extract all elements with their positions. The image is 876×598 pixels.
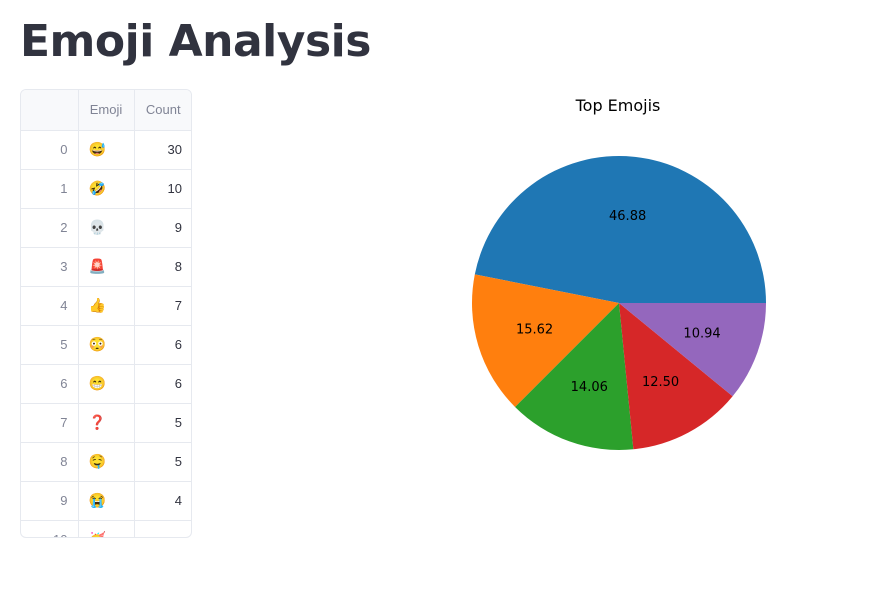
emoji-cell: 👍 — [78, 286, 135, 326]
emoji-cell: 🤤 — [78, 442, 135, 482]
count-cell: 5 — [134, 442, 191, 482]
emoji-cell: 😅 — [78, 130, 135, 170]
pie-slice-label: 14.06 — [571, 380, 608, 395]
table-row[interactable]: 1 🤣 10 — [21, 169, 191, 209]
chart-title: Top Emojis — [575, 96, 661, 115]
emoji-cell: ❓ — [78, 403, 135, 443]
table-row[interactable]: 8 🤤 5 — [21, 442, 191, 482]
count-cell: 8 — [134, 247, 191, 287]
table-row[interactable]: 6 😁 6 — [21, 364, 191, 404]
emoji-cell: 🚨 — [78, 247, 135, 287]
row-index-cell: 6 — [21, 364, 79, 404]
pie-slice-label: 46.88 — [609, 209, 646, 224]
row-index-cell: 5 — [21, 325, 79, 365]
table-row[interactable]: 3 🚨 8 — [21, 247, 191, 287]
row-index-cell: 2 — [21, 208, 79, 248]
table-row[interactable]: 9 😭 4 — [21, 481, 191, 521]
count-cell: 9 — [134, 208, 191, 248]
table-row[interactable]: 2 💀 9 — [21, 208, 191, 248]
emoji-cell: 😭 — [78, 481, 135, 521]
count-cell: 10 — [134, 169, 191, 209]
table-header-row: Emoji Count — [21, 90, 191, 131]
emoji-cell: 🤣 — [78, 169, 135, 209]
emoji-column-header[interactable]: Emoji — [78, 90, 135, 131]
pie-chart: Top Emojis 46.88 15.62 14.06 12.50 10.94 — [420, 80, 840, 480]
pie-slice — [474, 156, 766, 303]
count-cell — [134, 520, 191, 537]
pie-slice-label: 12.50 — [642, 375, 679, 390]
count-cell: 7 — [134, 286, 191, 326]
row-index-cell: 4 — [21, 286, 79, 326]
row-index-cell: 10 — [21, 520, 79, 537]
pie-slice — [515, 303, 634, 450]
emoji-cell: 😁 — [78, 364, 135, 404]
pie-slice-label: 15.62 — [516, 323, 553, 338]
table-row[interactable]: 5 😳 6 — [21, 325, 191, 365]
emoji-table[interactable]: Emoji Count 0 😅 30 1 🤣 10 2 💀 9 3 🚨 8 4 👍 7 5 😳 6 6 😁 6 7 ❓ 5 8 🤤… — [20, 89, 192, 538]
count-cell: 4 — [134, 481, 191, 521]
count-cell: 5 — [134, 403, 191, 443]
count-cell: 6 — [134, 325, 191, 365]
pie-slice — [619, 303, 766, 397]
row-index-cell: 1 — [21, 169, 79, 209]
row-index-cell: 0 — [21, 130, 79, 170]
index-column-header[interactable] — [21, 90, 79, 131]
emoji-cell: 💀 — [78, 208, 135, 248]
emoji-cell: 😳 — [78, 325, 135, 365]
emoji-cell: 🥳 — [78, 520, 135, 537]
row-index-cell: 7 — [21, 403, 79, 443]
pie-slice — [472, 274, 619, 407]
row-index-cell: 3 — [21, 247, 79, 287]
count-cell: 6 — [134, 364, 191, 404]
pie-slice — [619, 303, 733, 450]
table-row[interactable]: 0 😅 30 — [21, 130, 191, 170]
count-column-header[interactable]: Count — [134, 90, 191, 131]
table-row[interactable]: 7 ❓ 5 — [21, 403, 191, 443]
table-row[interactable]: 10🥳 — [21, 520, 191, 537]
row-index-cell: 8 — [21, 442, 79, 482]
count-cell: 30 — [134, 130, 191, 170]
pie-chart-svg: Top Emojis 46.88 15.62 14.06 12.50 10.94 — [472, 96, 766, 450]
table-row[interactable]: 4 👍 7 — [21, 286, 191, 326]
page-title: Emoji Analysis — [20, 16, 371, 67]
pie-slice-label: 10.94 — [683, 327, 720, 342]
row-index-cell: 9 — [21, 481, 79, 521]
